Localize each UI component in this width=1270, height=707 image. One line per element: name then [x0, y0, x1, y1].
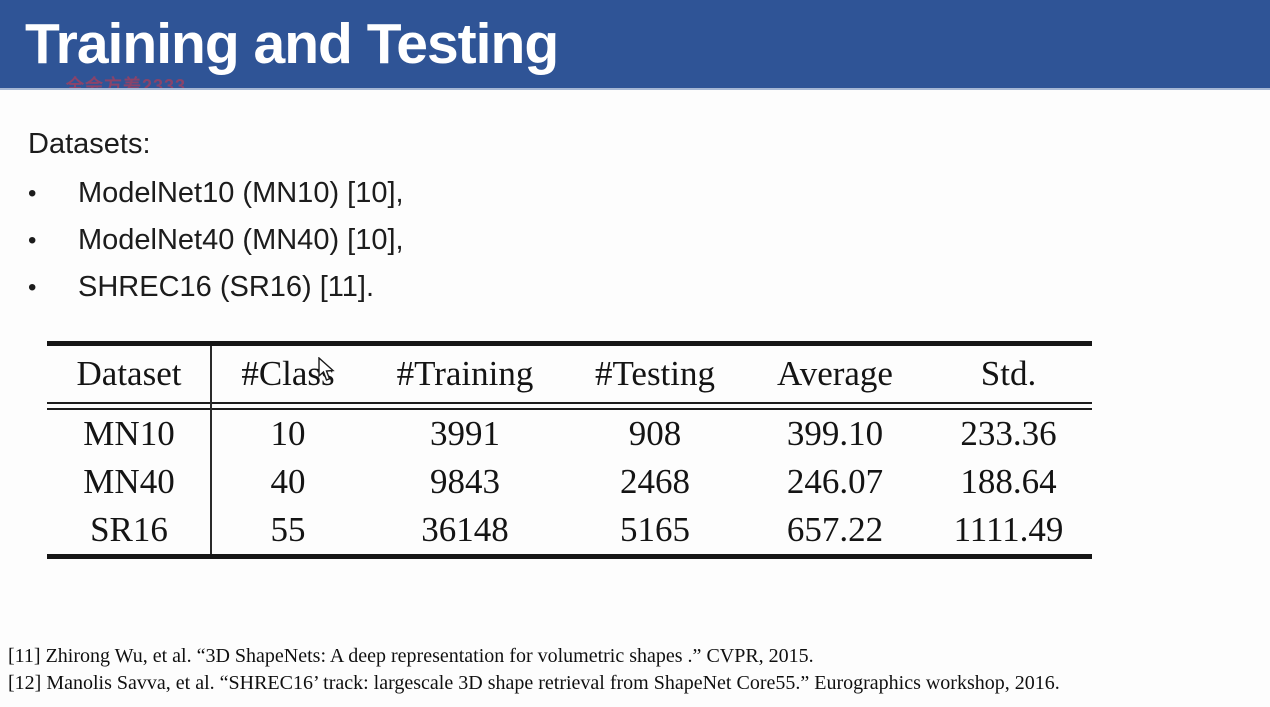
table-cell: 908	[628, 414, 682, 453]
table-cell: 10	[270, 414, 306, 453]
table-row: MN10 10 3991 908 399.10 233.36	[47, 410, 1092, 458]
table-header-row: Dataset #Class #Training #Testing Averag…	[47, 346, 1092, 402]
column-header: Std.	[980, 354, 1037, 393]
watermark-text: 全会方差2333	[66, 76, 187, 90]
reference-line: [11] Zhirong Wu, et al. “3D ShapeNets: A…	[8, 645, 814, 667]
bullet-text: SHREC16 (SR16) [11].	[78, 271, 375, 303]
bullet-text: ModelNet40 (MN40) [10],	[78, 224, 404, 256]
list-item: • SHREC16 (SR16) [11].	[28, 264, 628, 311]
table-bottom-rule	[47, 554, 1092, 559]
table-cell: MN40	[83, 462, 175, 501]
reference-line: [12] Manolis Savva, et al. “SHREC16’ tra…	[8, 672, 1060, 694]
column-header: Average	[777, 354, 893, 393]
column-header: Dataset	[76, 354, 182, 393]
datasets-table: Dataset #Class #Training #Testing Averag…	[47, 341, 1092, 559]
table-cell: 3991	[430, 414, 500, 453]
table-cell: 399.10	[786, 414, 884, 453]
list-item: • ModelNet40 (MN40) [10],	[28, 217, 628, 264]
references-block: [11] Zhirong Wu, et al. “3D ShapeNets: A…	[8, 643, 1060, 697]
slide-title-bar: Training and Testing 全会方差2333	[0, 0, 1270, 90]
table-cell: 188.64	[960, 462, 1057, 501]
table-column-divider	[210, 346, 212, 554]
table-cell: 36148	[421, 510, 509, 549]
bullet-text: ModelNet10 (MN10) [10],	[78, 177, 404, 209]
table-cell: 9843	[430, 462, 500, 501]
table-cell: SR16	[90, 510, 168, 549]
table-cell: 233.36	[960, 414, 1057, 453]
column-header: #Class	[241, 354, 335, 393]
bullet-icon: •	[28, 179, 37, 207]
table-cell: 657.22	[786, 510, 884, 549]
table-row: SR16 55 36148 5165 657.22 1111.49	[47, 506, 1092, 554]
list-item: • ModelNet10 (MN10) [10],	[28, 170, 628, 217]
table-cell: MN10	[83, 414, 175, 453]
table-cell: 40	[270, 462, 306, 501]
table-cell: 2468	[620, 462, 690, 501]
bullet-icon: •	[28, 226, 37, 254]
table-row: MN40 40 9843 2468 246.07 188.64	[47, 458, 1092, 506]
bullet-icon: •	[28, 273, 37, 301]
datasets-heading: Datasets:	[28, 128, 151, 160]
table-cell: 1111.49	[953, 510, 1064, 549]
table-top-rule	[47, 341, 1092, 346]
column-header: #Testing	[594, 354, 716, 393]
table-cell: 246.07	[786, 462, 884, 501]
table-cell: 5165	[620, 510, 690, 549]
slide-title: Training and Testing	[25, 12, 559, 76]
table-header-double-rule	[47, 402, 1092, 410]
column-header: #Training	[396, 354, 534, 393]
dataset-bullet-list: • ModelNet10 (MN10) [10], • ModelNet40 (…	[28, 170, 628, 311]
table-cell: 55	[270, 510, 306, 549]
